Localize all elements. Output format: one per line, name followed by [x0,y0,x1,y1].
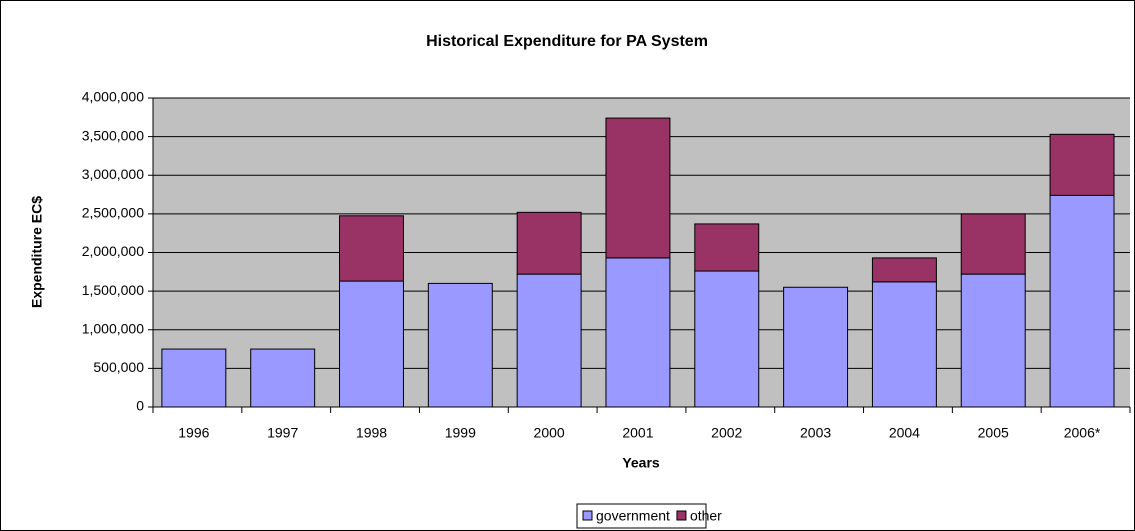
y-tick-label: 2,000,000 [82,243,144,259]
bar-segment [694,223,760,272]
x-tick-label: 1997 [267,425,298,441]
legend-label: other [690,508,722,524]
y-tick-label: 0 [136,398,144,414]
y-tick-label: 1,500,000 [82,282,144,298]
legend-swatch [582,510,593,521]
bar-segment [427,282,493,408]
bar-segment [516,211,582,275]
legend-label: government [596,508,670,524]
chart-title: Historical Expenditure for PA System [426,33,708,50]
x-tick-label: 2005 [978,425,1009,441]
bar-segment [161,348,227,408]
x-tick-label: 2001 [622,425,653,441]
bar-segment [1049,194,1115,408]
x-tick-label: 1996 [178,425,209,441]
y-tick-label: 1,000,000 [82,320,144,336]
bar-segment [339,215,404,282]
x-tick-label: 2002 [711,425,742,441]
x-tick-label: 2006* [1064,425,1101,441]
y-axis-label: Expenditure EC$ [29,196,45,308]
bar-segment [960,213,1026,275]
bar-segment [1049,133,1115,196]
bar-segment [339,280,404,408]
bar-segment [694,270,760,408]
bar-segment [871,257,937,283]
x-tick-label: 2004 [889,425,920,441]
x-tick-label: 2003 [800,425,831,441]
bar-segment [871,281,937,408]
bar-segment [783,286,849,408]
bar-segment [605,117,671,259]
y-tick-label: 4,000,000 [82,89,144,105]
y-tick-label: 3,500,000 [82,127,144,143]
legend-swatch [676,510,687,521]
bar-segment [516,273,582,408]
y-tick-label: 500,000 [93,359,144,375]
x-tick-label: 1999 [445,425,476,441]
x-tick-label: 2000 [534,425,565,441]
bar-segment [250,348,316,408]
y-tick-label: 2,500,000 [82,205,144,221]
x-tick-label: 1998 [356,425,387,441]
bar-segment [960,273,1026,408]
bar-segment [605,257,671,408]
y-tick-label: 3,000,000 [82,166,144,182]
x-axis-label: Years [622,455,660,471]
